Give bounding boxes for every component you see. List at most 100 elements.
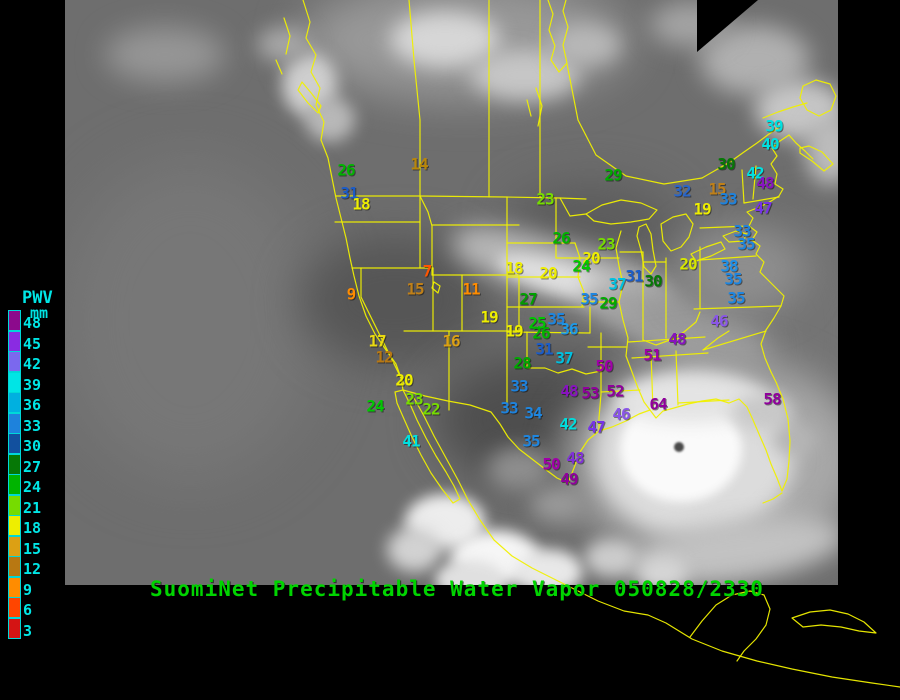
station-pwv-value: 22 [422,399,440,419]
station-pwv-value: 28 [513,353,531,373]
hurricane-eye [674,442,684,452]
station-pwv-value: 64 [649,394,667,414]
station-pwv-value: 48 [756,173,774,193]
station-pwv-value: 51 [643,345,661,365]
station-pwv-value: 31 [340,183,358,203]
station-pwv-value: 19 [693,199,711,219]
legend-swatch [8,453,21,475]
cloud [435,560,505,585]
station-pwv-value: 30 [644,271,662,291]
station-pwv-value: 20 [395,370,413,390]
station-pwv-value: 41 [402,431,420,451]
image-caption: SuomiNet Precipitable Water Vapor 050828… [150,577,764,601]
station-pwv-value: 34 [524,403,542,423]
legend-value: 48 [23,314,42,332]
cloud [513,549,583,585]
station-pwv-value: 9 [346,284,357,304]
station-pwv-value: 20 [539,263,557,283]
station-pwv-value: 35 [724,269,742,289]
cloud [550,25,620,65]
station-pwv-value: 7 [422,261,433,281]
station-pwv-value: 27 [519,289,537,309]
legend-value: 9 [23,580,33,599]
legend-swatch [8,330,21,352]
legend-title: PWV [22,288,53,308]
legend-swatch [8,535,21,557]
station-pwv-value: 48 [668,329,686,349]
station-pwv-value: 58 [763,389,781,409]
station-pwv-value: 11 [462,279,480,299]
station-pwv-value: 12 [375,347,393,367]
legend-swatch [8,371,21,393]
station-pwv-value: 32 [673,181,691,201]
station-pwv-value: 31 [535,339,553,359]
station-pwv-value: 52 [606,381,624,401]
station-pwv-value: 36 [560,319,578,339]
station-pwv-value: 25 [528,313,546,333]
station-pwv-value: 50 [542,454,560,474]
station-pwv-value: 33 [510,376,528,396]
cloud [257,27,312,62]
station-pwv-value: 29 [604,165,622,185]
legend-swatch [8,412,21,434]
station-pwv-value: 39 [765,116,783,136]
station-pwv-value: 26 [552,228,570,248]
legend-value: 36 [23,396,42,414]
legend-unit: mm [30,304,49,322]
station-pwv-value: 50 [595,356,613,376]
legend-value: 30 [23,437,42,455]
station-pwv-value: 23 [405,389,423,409]
legend-value: 24 [23,478,42,496]
legend-swatch [8,351,21,372]
station-pwv-value: 26 [532,323,550,343]
ocean-tone [65,160,320,480]
station-pwv-value: 16 [442,331,460,351]
station-pwv-value: 40 [761,134,779,154]
station-pwv-value: 35 [737,234,755,254]
legend-value: 6 [23,601,33,619]
station-pwv-value: 48 [560,381,578,401]
station-pwv-value: 26 [337,160,355,180]
station-pwv-value: 38 [720,256,738,276]
station-pwv-value: 35 [580,289,598,309]
legend-value: 21 [23,498,42,517]
station-pwv-value: 46 [710,311,728,331]
station-pwv-value: 17 [368,331,386,351]
station-pwv-value: 14 [410,154,428,174]
cloud [390,12,500,67]
legend-value: 42 [23,355,42,373]
station-pwv-value: 23 [536,189,554,209]
station-pwv-value: 24 [366,396,384,416]
station-pwv-value: 49 [560,469,578,489]
station-pwv-value: 18 [352,194,370,214]
station-pwv-value: 20 [582,248,600,268]
cloud [805,115,838,185]
station-pwv-value: 29 [599,293,617,313]
station-pwv-value: 53 [581,383,599,403]
legend-swatch [8,433,21,454]
station-pwv-value: 19 [480,307,498,327]
legend-value: 12 [23,560,42,578]
legend-value: 3 [23,621,33,640]
legend-value: 18 [23,519,42,537]
station-pwv-value: 33 [719,189,737,209]
station-pwv-value: 35 [522,431,540,451]
legend-value: 15 [23,539,42,558]
legend-swatch [8,515,21,536]
station-pwv-value: 33 [733,221,751,241]
station-pwv-value: 35 [727,288,745,308]
station-pwv-value: 35 [547,309,565,329]
cloud [772,425,817,455]
station-pwv-value: 48 [566,448,584,468]
cloud [387,527,442,572]
station-pwv-value: 37 [555,348,573,368]
station-pwv-value: 42 [746,163,764,183]
station-pwv-value: 30 [717,154,735,174]
cloud [637,557,687,585]
legend-value: 27 [23,457,42,476]
station-pwv-value: 47 [754,198,772,218]
station-pwv-value: 47 [587,417,605,437]
